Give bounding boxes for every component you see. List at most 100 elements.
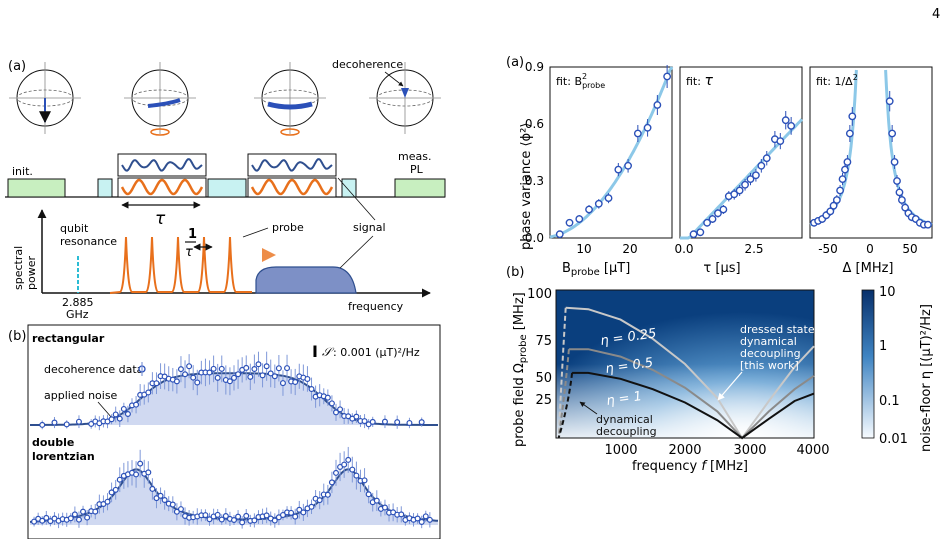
colorbar-tick: 1 [879,339,887,354]
colorbar-tick: 0.1 [879,394,900,409]
legend-data: decoherence data [44,363,143,376]
signal-shape [255,266,357,294]
dbl-data-point [231,516,238,523]
dbl-data-point [328,479,335,486]
dd-contour [557,372,574,439]
data-point [633,129,642,138]
spectral-label-2: power [25,256,38,290]
double-label-1: double [32,436,74,449]
dbl-data-point [300,509,307,516]
rect-data-point [369,418,376,425]
sub3-xlabel: Δ [MHz] [843,261,894,276]
rect-data-point [145,389,152,396]
left-panel-b-label: (b) [8,329,26,344]
probe-label-pointer [242,227,269,238]
rect-data-point [247,373,254,380]
rect-data-point [235,371,242,378]
data-point [730,190,739,199]
dbl-data-point [31,518,38,525]
data-point [735,186,744,195]
dbl-data-point [173,508,180,515]
inv-tau-num: 1 [188,227,197,242]
data-point [719,205,728,214]
rect-data-point [292,378,299,385]
subplot-frame [549,66,673,239]
colorbar-tick: 0.01 [879,432,908,447]
dbl-data-point [263,512,270,519]
data-point [888,129,897,138]
rect-data-point [259,372,266,379]
rect-data-point [406,419,413,426]
spectral-label-1: spectral [12,246,25,290]
data-point [776,137,785,146]
double-label-2: lorentzian [32,450,95,463]
dbl-data-point [333,469,340,476]
dd-contour [557,307,567,439]
scale-label: : 0.001 (μT)²/Hz [333,346,420,359]
rect-data-point [177,366,184,373]
data-point [895,188,904,197]
data-point [781,116,790,125]
dbl-data-point [161,497,168,504]
dbl-data-point [80,508,87,515]
dbl-data-point [235,513,242,520]
dbl-data-point [414,515,421,522]
data-point [714,209,722,218]
dbl-data-point [324,491,331,498]
dbl-data-point [137,460,144,467]
eta-label-05: η = 0.5 [604,355,654,377]
sub3-xtick: -50 [818,242,838,256]
dbl-data-point [418,518,425,525]
data-point [653,101,662,109]
dbl-data-point [239,519,246,526]
rect-data-point [124,411,131,418]
dbl-data-point [316,497,323,504]
rect-data-point [353,413,360,420]
heatmap-ytick: 100 [527,287,552,302]
data-point [708,215,717,223]
rect-data-point [263,363,270,370]
rect-data-point [88,420,95,427]
rect-data-point [337,406,344,413]
y-tick-a: 0.0 [525,231,544,245]
heatmap-xtick: 3000 [733,443,766,458]
data-point [901,203,910,212]
dbl-data-point [75,516,82,523]
dbl-data-point [279,511,286,518]
scale-symbol: I [312,342,318,361]
data-point [829,201,838,210]
data-point [689,230,698,239]
legend-noise-pointer [97,401,113,419]
eta-label-1: η = 1 [605,389,642,409]
rect-data-point [418,419,425,426]
data-point [762,154,771,163]
eta-contours [557,306,815,440]
eta-contour [568,348,815,440]
rect-data-point [63,421,70,428]
subplot-bprobe [549,65,674,239]
dbl-data-point [169,501,176,508]
probe-label: probe [272,221,304,234]
rect-data-point [255,361,262,368]
sub1-xtick: 20 [622,242,637,256]
sub1-xtick: 10 [576,242,591,256]
right-panel-a-label: (a) [506,55,524,70]
heatmap-xtick: 1000 [604,443,637,458]
dressed-text-line: dressed state [740,323,815,336]
y-tick-a: 0.3 [525,174,544,188]
dbl-data-point [71,511,78,518]
heatmap-ytick: 75 [535,334,552,349]
dbl-data-point [361,477,368,484]
meas-label-2: PL [410,163,424,176]
dbl-data-point [426,516,433,523]
freq-value-1: 2.885 [62,296,94,309]
colorbar [861,289,875,439]
rect-data-point [243,364,250,371]
dbl-data-point [214,511,221,518]
legend-noise: applied noise [44,389,118,402]
dbl-data-point [222,513,229,520]
dbl-data-point [349,466,356,473]
data-point [594,199,603,208]
data-point [604,194,613,203]
